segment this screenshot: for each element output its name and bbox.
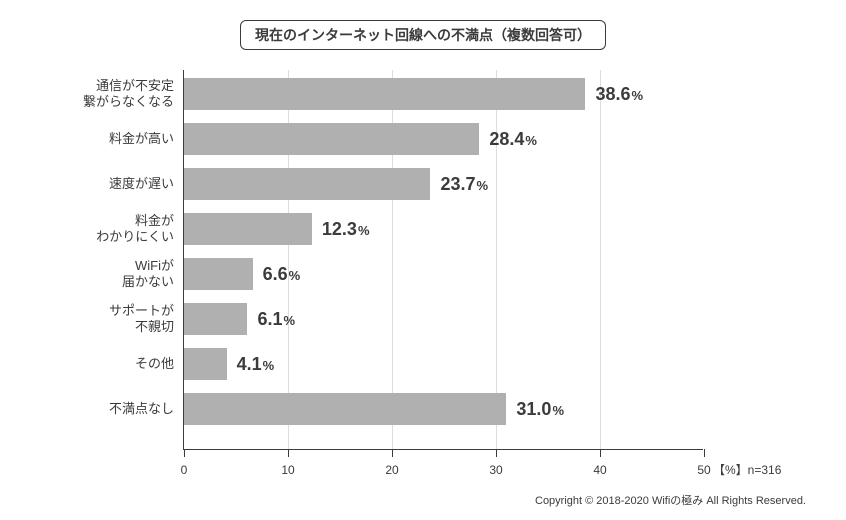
unit-label: 【%】n=316 — [713, 461, 781, 478]
value-label: 6.1% — [257, 309, 295, 330]
bar — [184, 123, 479, 155]
bar-row: サポートが 不親切6.1% — [184, 303, 703, 335]
value-label: 28.4% — [489, 129, 537, 150]
x-tick-label: 30 — [489, 463, 502, 477]
copyright-text: Copyright © 2018-2020 Wifiの極み All Rights… — [535, 492, 806, 508]
category-label: 不満点なし — [44, 401, 174, 417]
category-label: サポートが 不親切 — [44, 303, 174, 336]
category-label: 通信が不安定 繋がらなくなる — [44, 78, 174, 111]
x-tick-label: 20 — [385, 463, 398, 477]
value-label: 4.1% — [237, 354, 275, 375]
category-label: その他 — [44, 356, 174, 372]
bar — [184, 393, 506, 425]
x-tick-label: 40 — [593, 463, 606, 477]
value-label: 31.0% — [516, 399, 564, 420]
x-tick-label: 0 — [181, 463, 188, 477]
value-label: 23.7% — [440, 174, 488, 195]
bar-row: 料金が わかりにくい12.3% — [184, 213, 703, 245]
category-label: 料金が高い — [44, 131, 174, 147]
category-label: 速度が遅い — [44, 176, 174, 192]
bar-row: 不満点なし31.0% — [184, 393, 703, 425]
x-tick — [288, 449, 289, 457]
x-tick — [184, 449, 185, 457]
bar-chart: 01020304050通信が不安定 繋がらなくなる38.6%料金が高い28.4%… — [43, 70, 803, 470]
value-label: 6.6% — [263, 264, 301, 285]
bar-row: 速度が遅い23.7% — [184, 168, 703, 200]
bar — [184, 348, 227, 380]
value-label: 38.6% — [595, 84, 643, 105]
x-tick — [600, 449, 601, 457]
x-tick-label: 50 — [697, 463, 710, 477]
bar — [184, 168, 430, 200]
bar-row: その他4.1% — [184, 348, 703, 380]
x-tick — [704, 449, 705, 457]
value-label: 12.3% — [322, 219, 370, 240]
plot-area: 01020304050通信が不安定 繋がらなくなる38.6%料金が高い28.4%… — [183, 70, 703, 450]
x-tick — [496, 449, 497, 457]
category-label: 料金が わかりにくい — [44, 213, 174, 246]
bar-row: WiFiが 届かない6.6% — [184, 258, 703, 290]
x-tick-label: 10 — [281, 463, 294, 477]
category-label: WiFiが 届かない — [44, 258, 174, 291]
bar — [184, 258, 253, 290]
chart-title: 現在のインターネット回線への不満点（複数回答可） — [240, 20, 606, 50]
bar-row: 料金が高い28.4% — [184, 123, 703, 155]
bar — [184, 78, 585, 110]
bar — [184, 303, 247, 335]
x-tick — [392, 449, 393, 457]
bar — [184, 213, 312, 245]
bar-row: 通信が不安定 繋がらなくなる38.6% — [184, 78, 703, 110]
